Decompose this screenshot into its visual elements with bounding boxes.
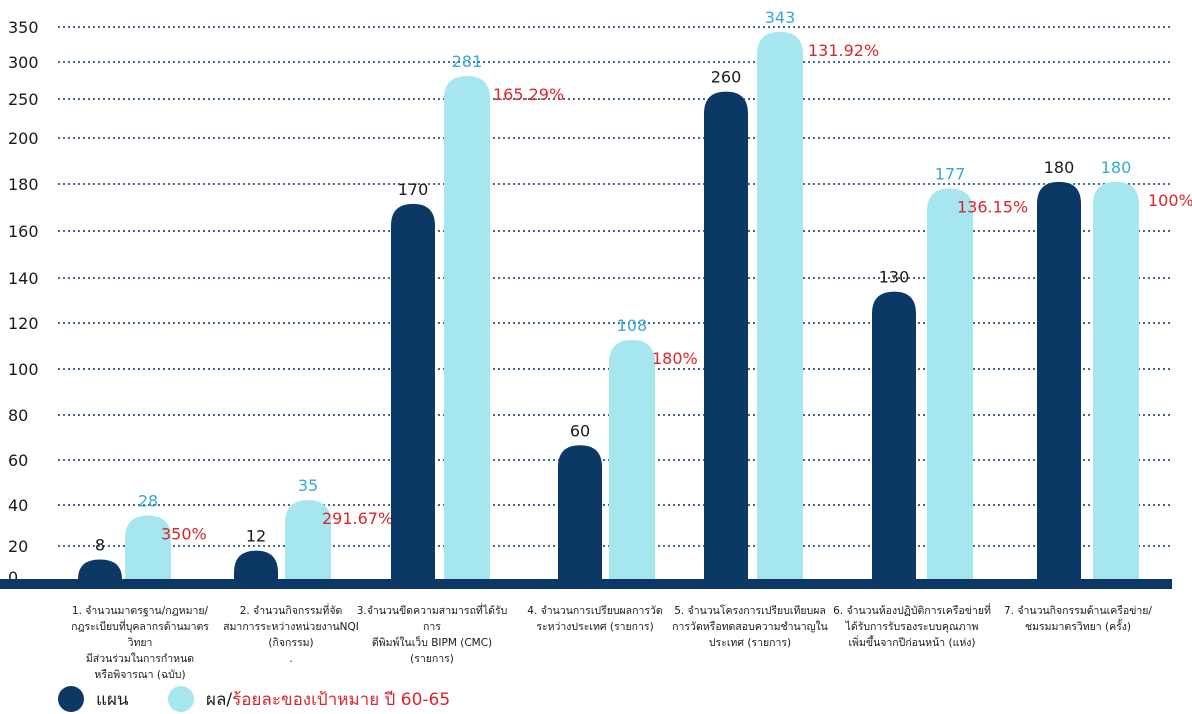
legend-plan: แผน bbox=[58, 684, 129, 714]
category-label-line: 7. จำนวนกิจกรรมด้านเครือข่าย/ bbox=[1004, 605, 1152, 617]
category-label-line: ตีพิมพ์ในเว็บ BIPM (CMC) (รายการ) bbox=[371, 637, 493, 665]
category-label-line: มีส่วนร่วมในการกำหนด bbox=[85, 653, 195, 665]
data-label-result: 180 bbox=[1101, 158, 1132, 177]
bar-result bbox=[609, 339, 655, 579]
percent-label: 291.67% bbox=[322, 509, 393, 528]
category-label: 6. จำนวนห้องปฏิบัติการเครือข่ายที่ได้รับ… bbox=[832, 603, 992, 651]
bar-result bbox=[285, 500, 331, 579]
category-label-line: 3.จำนวนขีดความสามารถที่ได้รับการ bbox=[356, 605, 508, 633]
category-label-line: 2. จำนวนกิจกรรมที่จัด bbox=[239, 605, 343, 617]
legend-percent-label: ร้อยละของเป้าหมาย ปี 60-65 bbox=[232, 689, 451, 710]
x-axis-baseline bbox=[0, 579, 1172, 589]
y-tick-label: 200 bbox=[8, 129, 39, 148]
legend-plan-swatch bbox=[58, 686, 84, 712]
category-label: 3.จำนวนขีดความสามารถที่ได้รับการตีพิมพ์ใ… bbox=[352, 603, 512, 667]
percent-label: 180% bbox=[652, 349, 698, 368]
y-tick-label: 40 bbox=[8, 496, 28, 515]
category-label-line: 5. จำนวนโครงการเปรียบเทียบผล bbox=[674, 605, 826, 617]
legend-plan-label: แผน bbox=[96, 689, 129, 710]
y-tick-label: 100 bbox=[8, 360, 39, 379]
bar-result bbox=[125, 515, 171, 579]
category-label-line: กฎระเบียบที่บุคลากรด้านมาตรวิทยา bbox=[71, 621, 209, 649]
category-label-line: 1. จำนวนมาตรฐาน/กฎหมาย/ bbox=[71, 605, 209, 617]
y-tick-label: 80 bbox=[8, 406, 28, 425]
percent-label: 136.15% bbox=[957, 197, 1028, 216]
data-label-result: 108 bbox=[617, 316, 648, 335]
legend-result-swatch bbox=[168, 686, 194, 712]
data-label-result: 177 bbox=[935, 164, 966, 183]
data-label-plan: 60 bbox=[570, 421, 590, 440]
bar-plan bbox=[391, 203, 435, 579]
data-label-plan: 8 bbox=[95, 535, 105, 554]
data-label-plan: 12 bbox=[246, 527, 266, 546]
bar-plan bbox=[1037, 181, 1081, 579]
category-label-line: ชมรมมาตรวิทยา (ครั้ง) bbox=[1024, 621, 1132, 633]
data-label-result: 343 bbox=[765, 8, 796, 27]
bar-plan bbox=[558, 445, 602, 579]
category-label-line: การวัดหรือทดสอบความชำนาญใน bbox=[672, 621, 828, 633]
data-label-plan: 170 bbox=[398, 180, 429, 199]
bar-result bbox=[757, 31, 803, 579]
percent-label: 131.92% bbox=[808, 41, 879, 60]
category-label-line: 4. จำนวนการเปรียบผลการวัด bbox=[527, 605, 663, 617]
y-tick-label: 250 bbox=[8, 90, 39, 109]
percent-label: 100% bbox=[1148, 191, 1192, 210]
y-tick-label: 60 bbox=[8, 451, 28, 470]
bar-result bbox=[927, 188, 973, 580]
y-tick-label: 160 bbox=[8, 222, 39, 241]
category-label-line: . bbox=[289, 653, 293, 665]
category-label-line: (กิจกรรม) bbox=[268, 637, 314, 649]
percent-label: 350% bbox=[161, 525, 207, 544]
category-label-line: เพิ่มขึ้นจากปีก่อนหน้า (แห่ง) bbox=[848, 637, 976, 649]
bar-plan bbox=[234, 550, 278, 579]
category-label: 1. จำนวนมาตรฐาน/กฎหมาย/กฎระเบียบที่บุคลา… bbox=[60, 603, 220, 683]
y-tick-label: 20 bbox=[8, 537, 28, 556]
category-label-line: ประเทศ (รายการ) bbox=[708, 637, 792, 649]
data-label-result: 35 bbox=[298, 476, 318, 495]
y-tick-label: 0 bbox=[8, 568, 18, 587]
category-label: 2. จำนวนกิจกรรมที่จัดสมาการระหว่างหน่วยง… bbox=[211, 603, 371, 667]
category-label: 4. จำนวนการเปรียบผลการวัดระหว่างประเทศ (… bbox=[515, 603, 675, 635]
data-label-result: 281 bbox=[452, 52, 483, 71]
bar-result bbox=[444, 76, 490, 579]
category-label: 5. จำนวนโครงการเปรียบเทียบผลการวัดหรือทด… bbox=[670, 603, 830, 651]
category-label-line: สมาการระหว่างหน่วยงานNQI bbox=[223, 621, 359, 633]
data-label-plan: 260 bbox=[711, 68, 742, 87]
bar-plan bbox=[78, 559, 122, 579]
y-tick-label: 120 bbox=[8, 314, 39, 333]
y-tick-label: 350 bbox=[8, 18, 39, 37]
y-tick-label: 300 bbox=[8, 53, 39, 72]
percent-label: 165.29% bbox=[493, 85, 564, 104]
y-tick-label: 180 bbox=[8, 175, 39, 194]
bar-plan bbox=[704, 91, 748, 579]
category-label: 7. จำนวนกิจกรรมด้านเครือข่าย/ชมรมมาตรวิท… bbox=[998, 603, 1158, 635]
data-label-plan: 180 bbox=[1044, 158, 1075, 177]
legend-result: ผล/ร้อยละของเป้าหมาย ปี 60-65 bbox=[168, 684, 450, 714]
category-label-line: ระหว่างประเทศ (รายการ) bbox=[536, 621, 654, 633]
category-label-line: 6. จำนวนห้องปฏิบัติการเครือข่ายที่ bbox=[833, 605, 991, 617]
y-tick-label: 140 bbox=[8, 269, 39, 288]
data-label-result: 28 bbox=[138, 492, 158, 511]
data-label-plan: 130 bbox=[879, 268, 910, 287]
bar-plan bbox=[872, 291, 916, 579]
category-label-line: หรือพิจารณา (ฉบับ) bbox=[94, 669, 186, 681]
bar-result bbox=[1093, 181, 1139, 579]
legend-result-label: ผล/ bbox=[206, 689, 233, 710]
category-label-line: ได้รับการรับรองระบบคุณภาพ bbox=[845, 621, 979, 633]
